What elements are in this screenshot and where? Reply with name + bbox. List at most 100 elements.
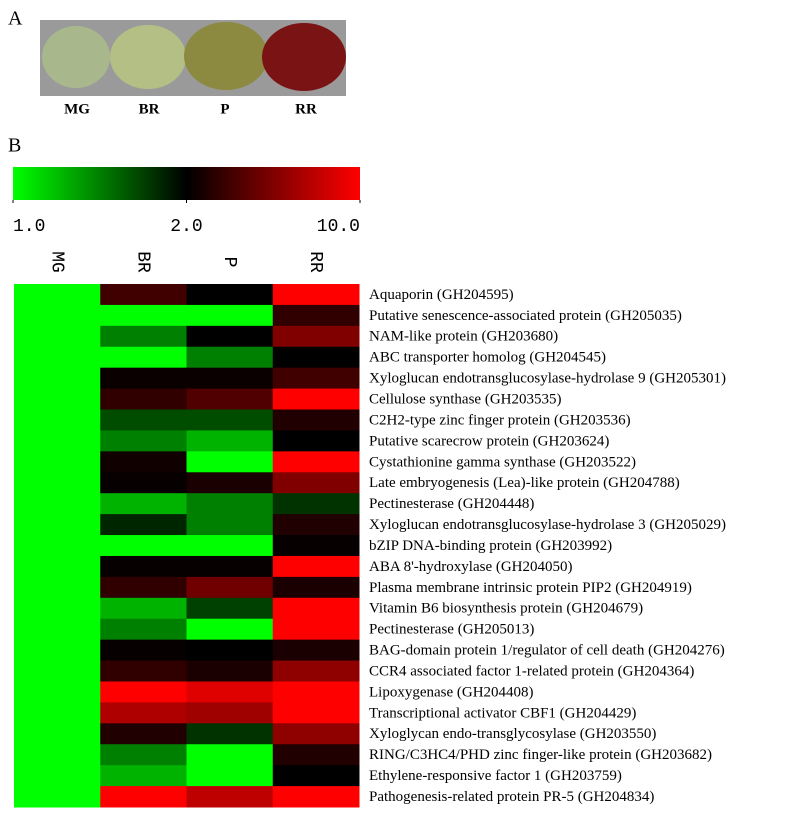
heatmap-cell (100, 472, 187, 494)
heatmap-cell (186, 409, 274, 431)
heatmap-cell (272, 472, 360, 494)
heatmap-cell (100, 451, 187, 473)
row-label: ABA 8'-hydroxylase (GH204050) (369, 559, 573, 575)
heatmap-cell (14, 786, 101, 808)
heatmap-cell (272, 597, 360, 620)
column-label: P (219, 257, 239, 268)
heatmap-cell (14, 744, 101, 766)
heatmap-cell (100, 723, 187, 745)
heatmap-cell (14, 493, 101, 515)
heatmap-cell (186, 472, 274, 494)
colorbar-tick-label: 2.0 (170, 217, 202, 237)
heatmap-cell (186, 681, 274, 703)
heatmap-cell (100, 597, 187, 620)
heatmap-cell (14, 514, 101, 536)
heatmap-cell (100, 744, 187, 766)
heatmap-cell (100, 576, 187, 599)
heatmap-cell (272, 618, 360, 641)
row-label: Pectinesterase (GH204448) (369, 496, 534, 512)
panel-label: B (8, 135, 21, 157)
row-label: Pathogenesis-related protein PR-5 (GH204… (369, 789, 654, 805)
column-label: MG (46, 251, 66, 273)
heatmap-cell (14, 325, 101, 348)
heatmap-cell (272, 514, 360, 536)
column-label: RR (305, 251, 325, 273)
panel-label: A (8, 8, 23, 30)
heatmap-cell (272, 284, 360, 306)
photo-label: RR (295, 101, 317, 117)
heatmap-cell (100, 367, 187, 390)
heatmap-cell (14, 367, 101, 390)
heatmap-cell (272, 681, 360, 703)
heatmap-cell (100, 555, 187, 578)
row-label: Cystathionine gamma synthase (GH203522) (369, 454, 636, 470)
heatmap-cell (272, 555, 360, 578)
heatmap-cell (186, 451, 274, 473)
heatmap-cell (14, 430, 101, 452)
heatmap-cell (186, 597, 274, 620)
row-label: Late embryogenesis (Lea)-like protein (G… (369, 475, 680, 491)
heatmap-cell (100, 660, 187, 682)
heatmap-cell (14, 681, 101, 703)
heatmap-cell (186, 639, 274, 662)
heatmap-cell (272, 367, 360, 390)
heatmap-cell (186, 430, 274, 452)
row-label: RING/C3HC4/PHD zinc finger-like protein … (369, 747, 712, 763)
heatmap-cell (186, 304, 274, 327)
heatmap-cell (14, 618, 101, 641)
heatmap-cell (186, 535, 274, 557)
heatmap-cell (272, 304, 360, 327)
heatmap-cell (186, 346, 274, 369)
heatmap-cell (100, 681, 187, 703)
colorbar-tick-label: 10.0 (317, 217, 360, 237)
heatmap-cell (100, 514, 187, 536)
row-label: Putative senescence-associated protein (… (369, 308, 682, 324)
heatmap-cell (14, 765, 101, 787)
heatmap-cell (186, 660, 274, 682)
heatmap-cell (14, 346, 101, 369)
row-label: Ethylene-responsive factor 1 (GH203759) (369, 768, 622, 784)
heatmap-cell (100, 639, 187, 662)
heatmap-cell (100, 304, 187, 327)
heatmap-cell (14, 723, 101, 745)
row-label: NAM-like protein (GH203680) (369, 329, 558, 345)
heatmap-cell (186, 786, 274, 808)
heatmap-cell (272, 723, 360, 745)
row-label: Vitamin B6 biosynthesis protein (GH20467… (369, 601, 643, 617)
heatmap-cell (186, 576, 274, 599)
heatmap-cell (272, 576, 360, 599)
photo-label: MG (64, 101, 90, 117)
heatmap-cell (14, 535, 101, 557)
heatmap-cell (272, 744, 360, 766)
heatmap-cell (100, 325, 187, 348)
photo-label: BR (139, 101, 160, 117)
column-label: BR (133, 251, 153, 273)
row-label: ABC transporter homolog (GH204545) (369, 350, 606, 366)
heatmap-cell (14, 472, 101, 494)
heatmap-cell (100, 388, 187, 411)
heatmap-cell (186, 744, 274, 766)
colorbar (13, 167, 360, 200)
heatmap-cell (100, 409, 187, 431)
heatmap-cell (272, 409, 360, 431)
heatmap-cell (272, 388, 360, 411)
heatmap-cell (186, 514, 274, 536)
photo-label: P (220, 101, 229, 117)
row-label: Xyloglucan endotransglucosylase-hydrolas… (369, 517, 726, 533)
heatmap-cell (272, 639, 360, 662)
heatmap-cell (186, 765, 274, 787)
heatmap-cell (186, 493, 274, 515)
row-label: Aquaporin (GH204595) (369, 287, 514, 303)
heatmap-cell (272, 702, 360, 724)
heatmap-cell (100, 535, 187, 557)
heatmap-cell (186, 702, 274, 724)
heatmap-cell (100, 346, 187, 369)
heatmap-cell (272, 786, 360, 808)
row-label: C2H2-type zinc finger protein (GH203536) (369, 412, 631, 428)
heatmap-cell (14, 702, 101, 724)
row-label: Transcriptional activator CBF1 (GH204429… (369, 705, 636, 721)
heatmap-cell (14, 555, 101, 578)
heatmap-cell (186, 367, 274, 390)
heatmap-cell (186, 284, 274, 306)
